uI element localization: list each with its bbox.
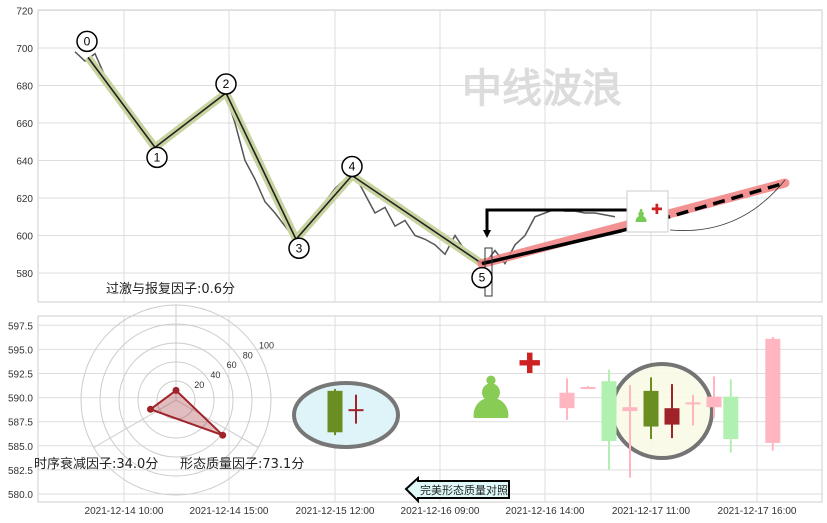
radar-point — [146, 405, 154, 413]
cross-icon: ✚ — [518, 348, 541, 379]
y-tick-label: 580.0 — [8, 490, 33, 501]
radar-ring-label: 60 — [227, 360, 237, 370]
mascot-thumbnail — [626, 190, 669, 233]
y-tick-label: 600 — [16, 232, 33, 243]
radar-point — [172, 386, 180, 394]
candle-body — [601, 381, 617, 441]
mascot-icon: ♟ — [465, 366, 517, 431]
x-tick-label: 2021-12-17 11:00 — [612, 506, 691, 517]
wave-point-label: 2 — [223, 77, 230, 91]
y-tick-label: 700 — [16, 44, 33, 55]
y-tick-label: 580 — [16, 269, 33, 280]
reference-ellipse — [292, 381, 400, 449]
wave-point-marker — [215, 73, 237, 95]
candle-body — [723, 396, 739, 440]
radar-ring-label: 40 — [210, 370, 220, 380]
candle-body — [580, 386, 596, 389]
wave-point-label: 3 — [296, 241, 303, 255]
wave-point-marker — [146, 146, 168, 169]
candle-body — [348, 409, 364, 412]
wave-point-marker — [341, 155, 363, 178]
candle-body — [765, 338, 781, 443]
overshoot-factor-label: 过激与报复因子:0.6分 — [106, 282, 235, 297]
candle-body — [559, 392, 575, 409]
radar-axis — [175, 399, 259, 448]
radar-ring-label: 100 — [259, 340, 274, 350]
candle-body — [643, 390, 659, 427]
wave-point-marker — [288, 237, 310, 259]
wave-line — [87, 56, 483, 265]
projection-solid — [481, 228, 623, 266]
radar-point — [219, 431, 227, 439]
wave-point-label: 1 — [154, 150, 161, 164]
y-tick-label: 595.0 — [8, 345, 33, 356]
wave-point-label: 5 — [479, 271, 486, 285]
y-tick-label: 592.5 — [8, 370, 33, 381]
y-tick-label: 660 — [16, 119, 33, 130]
watermark: 中线波浪 — [462, 66, 622, 112]
y-tick-label: 587.5 — [8, 418, 33, 429]
candle-body — [622, 407, 638, 412]
x-tick-label: 2021-12-17 16:00 — [718, 506, 797, 517]
x-tick-label: 2021-12-16 09:00 — [401, 506, 480, 517]
y-tick-label: 585.0 — [8, 442, 33, 453]
candle-body — [685, 402, 701, 405]
wave-point-marker — [471, 266, 493, 289]
wave-point-label: 4 — [349, 160, 356, 174]
compare-button-label: 完美形态质量对照 — [420, 483, 508, 497]
top-plot-area — [37, 9, 823, 303]
arrow-down-icon — [483, 230, 491, 238]
x-tick-label: 2021-12-14 15:00 — [190, 506, 269, 517]
y-tick-label: 597.5 — [8, 321, 33, 332]
candle-body — [706, 396, 722, 408]
compare-button[interactable]: 完美形态质量对照 — [404, 475, 510, 504]
arc-line — [669, 179, 786, 231]
y-tick-label: 720 — [16, 7, 33, 18]
y-tick-label: 590.0 — [8, 394, 33, 405]
wave-point-marker — [76, 30, 98, 53]
time-decay-factor-label: 时序衰减因子:34.0分 — [34, 456, 158, 472]
target-bracket — [485, 208, 630, 230]
y-tick-label: 620 — [16, 194, 33, 205]
x-tick-label: 2021-12-15 12:00 — [296, 506, 375, 517]
x-tick-label: 2021-12-14 10:00 — [85, 506, 164, 517]
y-tick-label: 582.5 — [8, 466, 33, 477]
candle-body — [327, 390, 343, 433]
radar-axis — [93, 399, 177, 448]
y-tick-label: 640 — [16, 157, 33, 168]
radar-ring-label: 80 — [243, 350, 253, 360]
wave-point-label: 0 — [84, 34, 91, 48]
y-tick-label: 680 — [16, 82, 33, 93]
mascot-icon: ♟ — [633, 206, 649, 226]
x-tick-label: 2021-12-16 14:00 — [506, 506, 585, 517]
radar-polygon — [148, 389, 224, 437]
cross-icon: ✚ — [651, 201, 663, 217]
radar-ring-label: 20 — [194, 380, 204, 390]
form-quality-factor-label: 形态质量因子:73.1分 — [180, 457, 304, 472]
candle-body — [664, 408, 680, 425]
